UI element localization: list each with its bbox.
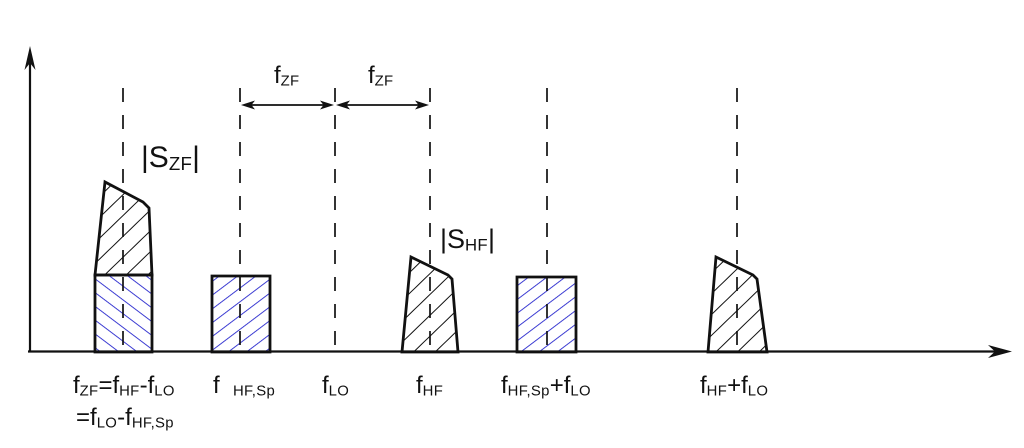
- xaxis-label-fzf-line1: fZF=fHF-fLO: [73, 372, 175, 400]
- label-s-hf: |SHF|: [440, 224, 495, 255]
- label-fzf-span-left: fZF: [274, 62, 300, 90]
- y-axis: [24, 46, 36, 353]
- xaxis-label-fhf: fHF: [416, 372, 444, 400]
- fzf-dimension-arrow-0: [241, 100, 334, 110]
- x-axis: [28, 345, 1012, 358]
- xaxis-label-fhf-plus-flo: fHF+fLO: [700, 372, 769, 400]
- hfsp-spectrum: [210, 274, 272, 354]
- xaxis-label-flo: fLO: [322, 372, 350, 400]
- label-fzf-span-right: fZF: [368, 62, 394, 90]
- xaxis-label-fhfsp-plus-flo: fHF,Sp+fLO: [501, 372, 591, 400]
- label-s-zf: |SZF|: [141, 141, 200, 174]
- fzf-dimension-arrow-1: [336, 100, 429, 110]
- xaxis-label-fhfsp: f HF,Sp: [213, 372, 276, 400]
- xaxis-label-fzf-line2: =fLO-fHF,Sp: [76, 404, 174, 432]
